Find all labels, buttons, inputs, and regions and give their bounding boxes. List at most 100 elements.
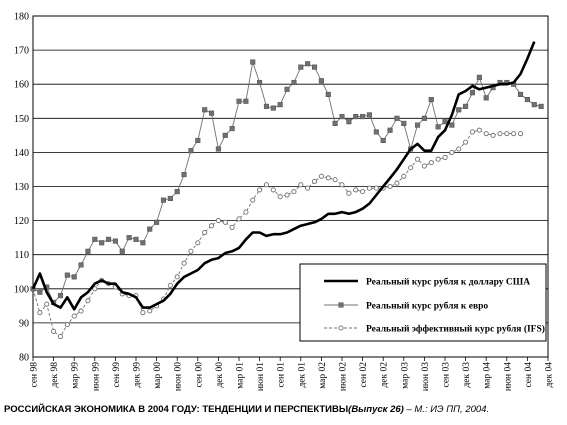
series-point	[449, 149, 455, 155]
series-point	[318, 78, 324, 84]
series-point	[119, 248, 125, 254]
x-tick-label: мар 04	[483, 362, 493, 389]
series-point	[64, 272, 70, 278]
x-tick-label: июн 02	[339, 362, 349, 391]
series-point	[270, 187, 276, 193]
series-point	[305, 61, 311, 67]
y-tick-label: 120	[14, 216, 29, 227]
series-point	[51, 328, 57, 334]
y-tick-label: 160	[14, 80, 29, 91]
series-point	[147, 226, 153, 232]
series-layer	[30, 41, 544, 340]
series-point	[78, 308, 84, 314]
series-point	[414, 122, 421, 128]
legend-marker	[338, 325, 344, 331]
series-point	[202, 229, 208, 236]
series-point	[435, 124, 441, 130]
series-point	[476, 74, 482, 80]
series-1	[31, 41, 536, 311]
legend-label: Реальный эффективный курс рубля (IFS)	[366, 324, 545, 335]
series-point	[476, 127, 482, 133]
x-tick-label: дек 98	[50, 362, 60, 388]
series-point	[332, 177, 338, 183]
series-point	[380, 137, 386, 144]
series-point	[215, 146, 221, 152]
series-point	[442, 119, 448, 125]
series-point	[442, 154, 448, 161]
series-point	[504, 131, 510, 137]
x-tick-label: сен 01	[277, 362, 287, 388]
x-tick-label: мар 01	[236, 362, 246, 389]
x-tick-label: мар 03	[400, 362, 410, 389]
series-point	[167, 195, 173, 201]
series-point	[325, 175, 331, 181]
series-point	[463, 103, 469, 109]
y-tick-label: 180	[14, 12, 29, 23]
series-point	[408, 165, 414, 171]
series-point	[222, 219, 228, 225]
series-point	[435, 156, 441, 162]
series-point	[346, 190, 352, 196]
series-point	[353, 114, 359, 120]
series-point	[263, 182, 270, 188]
series-point	[353, 187, 359, 193]
series-point	[421, 163, 427, 169]
series-point	[160, 197, 167, 203]
y-tick-label: 100	[14, 284, 29, 295]
series-point	[360, 114, 366, 120]
x-tick-label: июн 00	[174, 362, 184, 391]
series-point	[236, 98, 242, 104]
x-tick-label: июн 99	[91, 362, 101, 391]
series-point	[270, 105, 276, 111]
series-point	[85, 248, 91, 254]
series-point	[428, 96, 434, 103]
series-2	[30, 59, 544, 305]
x-tick-label: июн 04	[503, 362, 513, 391]
series-point	[325, 91, 331, 97]
series-point	[140, 240, 146, 246]
series-point	[497, 131, 503, 137]
series-point	[538, 103, 544, 109]
series-point	[85, 298, 91, 304]
series-point	[154, 219, 160, 225]
y-tick-label: 150	[14, 114, 29, 125]
series-point	[483, 95, 489, 101]
series-point	[394, 180, 400, 186]
series-point	[174, 274, 180, 280]
series-point	[517, 131, 524, 137]
x-tick-label: мар 99	[71, 362, 81, 389]
series-point	[524, 96, 530, 103]
series-point	[208, 110, 215, 116]
series-point	[167, 282, 173, 288]
series-point	[305, 185, 311, 191]
x-tick-label: дек 03	[462, 362, 472, 388]
x-tick-label: июн 03	[421, 362, 431, 391]
series-point	[229, 125, 235, 132]
series-point	[92, 236, 98, 242]
series-point	[449, 122, 455, 128]
series-point	[92, 286, 98, 292]
series-point	[44, 301, 50, 307]
series-point	[78, 262, 84, 268]
series-point	[401, 173, 407, 179]
series-point	[284, 192, 290, 198]
series-point	[140, 310, 146, 316]
series-point	[64, 322, 70, 328]
source-caption: РОССИЙСКАЯ ЭКОНОМИКА В 2004 ГОДУ: ТЕНДЕН…	[4, 404, 489, 415]
series-point	[517, 91, 524, 97]
series-point	[339, 182, 345, 188]
y-tick-label: 90	[19, 318, 29, 329]
series-point	[469, 129, 476, 135]
series-point	[339, 114, 345, 120]
series-point	[366, 185, 373, 191]
series-point	[456, 107, 462, 113]
caption-publisher: – М.: ИЭ ПП, 2004.	[403, 404, 490, 415]
series-point	[277, 194, 283, 200]
x-tick-label: дек 01	[297, 362, 307, 388]
series-point	[99, 240, 105, 246]
series-point	[174, 189, 180, 195]
series-point	[71, 313, 77, 319]
series-point	[346, 119, 352, 125]
x-tick-label: сен 99	[112, 362, 122, 388]
